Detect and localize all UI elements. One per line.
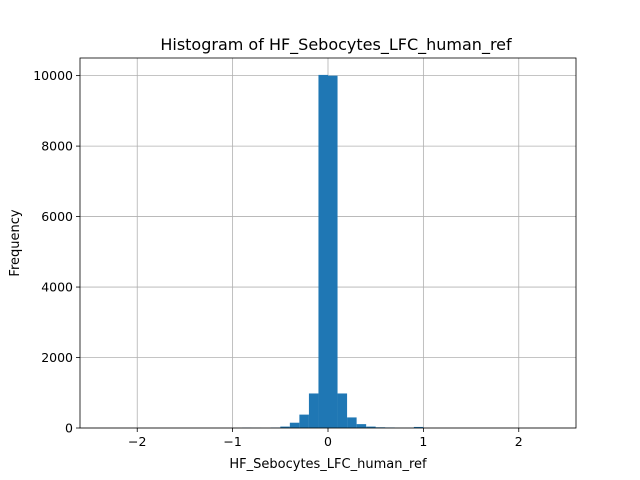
- x-tick-label: −2: [128, 434, 146, 449]
- histogram-bar: [328, 75, 338, 428]
- x-tick-label: 2: [515, 434, 523, 449]
- chart-title: Histogram of HF_Sebocytes_LFC_human_ref: [160, 35, 512, 55]
- bars-layer: [242, 74, 424, 429]
- y-tick-label: 10000: [33, 68, 73, 83]
- y-tick-label: 4000: [41, 280, 73, 295]
- histogram-bar: [289, 422, 300, 428]
- histogram-bar: [280, 426, 290, 428]
- x-tick-label: 0: [324, 434, 332, 449]
- y-axis-label: Frequency: [8, 209, 23, 276]
- x-tick-label: 1: [419, 434, 427, 449]
- y-tick-label: 8000: [41, 139, 73, 154]
- ticks-layer: −2 −1 0 1 2 0 2000 4000 6000 8000 10000: [33, 68, 523, 449]
- histogram-bar: [308, 393, 319, 428]
- x-tick-label: −1: [223, 434, 241, 449]
- histogram-bar: [299, 414, 309, 428]
- histogram-bar: [413, 426, 424, 428]
- histogram-bar: [318, 74, 328, 429]
- y-tick-label: 0: [65, 421, 73, 436]
- histogram-bar: [356, 424, 367, 428]
- histogram-bar: [347, 417, 357, 428]
- histogram-bar: [366, 426, 376, 428]
- y-tick-label: 2000: [41, 350, 73, 365]
- x-axis-label: HF_Sebocytes_LFC_human_ref: [229, 457, 427, 472]
- histogram-bar: [337, 393, 348, 428]
- y-tick-label: 6000: [41, 209, 73, 224]
